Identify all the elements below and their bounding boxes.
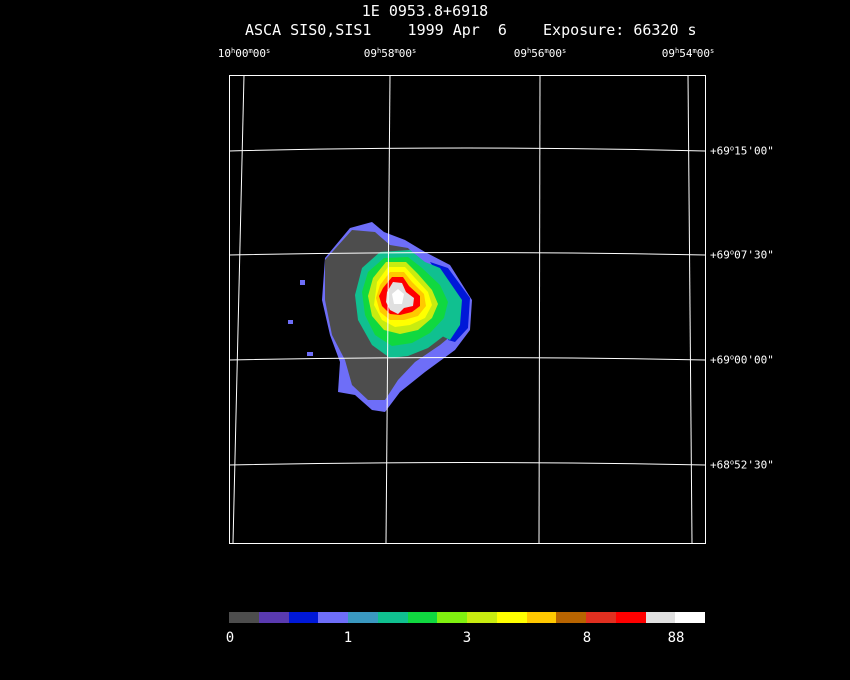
dec-label-1: +69o15'00" — [710, 144, 774, 158]
colorbar-swatch-9 — [496, 612, 527, 623]
dec-gridline-3 — [228, 357, 706, 361]
dec-gridline-2 — [228, 252, 706, 256]
plot-frame — [229, 75, 706, 544]
colorbar-label-88: 88 — [667, 630, 685, 646]
ra-label-1: 10h00m00s — [217, 47, 271, 60]
colorbar-swatch-10 — [526, 612, 557, 623]
colorbar-swatch-4 — [348, 612, 378, 623]
colorbar-swatch-11 — [556, 612, 586, 623]
colorbar-swatch-7 — [437, 612, 467, 623]
ra-label-3: 09h56m00s — [513, 47, 567, 60]
colorbar-swatch-0 — [229, 612, 259, 623]
dec-label-2: +69o07'30" — [710, 248, 774, 262]
observation-info: ASCA SIS0,SIS1 1999 Apr 6 Exposure: 6632… — [245, 21, 697, 39]
ra-gridline-2 — [385, 74, 391, 544]
coordinate-grid — [228, 74, 706, 544]
object-title: 1E 0953.8+6918 — [361, 2, 489, 20]
colorbar-label-3: 3 — [462, 630, 472, 646]
dec-label-3: +69o00'00" — [710, 353, 774, 367]
xray-emission-blob — [288, 222, 472, 412]
ra-label-4: 09h54m00s — [661, 47, 715, 60]
colorbar-label-1: 1 — [343, 630, 353, 646]
colorbar-swatch-3 — [318, 612, 348, 623]
colorbar-swatch-6 — [407, 612, 438, 623]
ra-gridline-3 — [538, 74, 541, 544]
colorbar-swatch-12 — [586, 612, 616, 623]
colorbar-swatch-13 — [615, 612, 646, 623]
colorbar-label-8: 8 — [582, 630, 592, 646]
ra-gridline-1 — [232, 74, 245, 544]
colorbar-swatch-5 — [377, 612, 408, 623]
colorbar-swatch-14 — [645, 612, 676, 623]
sky-image-plot — [228, 74, 706, 544]
colorbar — [229, 612, 705, 623]
colorbar-swatch-8 — [467, 612, 497, 623]
dec-label-4: +68o52'30" — [710, 458, 774, 472]
dec-gridline-4 — [228, 462, 706, 466]
dec-gridline-1 — [228, 147, 706, 152]
ra-label-2: 09h58m00s — [363, 47, 417, 60]
colorbar-swatch-15 — [675, 612, 705, 623]
colorbar-swatch-1 — [258, 612, 289, 623]
colorbar-swatch-2 — [288, 612, 319, 623]
colorbar-label-0: 0 — [225, 630, 235, 646]
ra-gridline-4 — [687, 74, 693, 544]
